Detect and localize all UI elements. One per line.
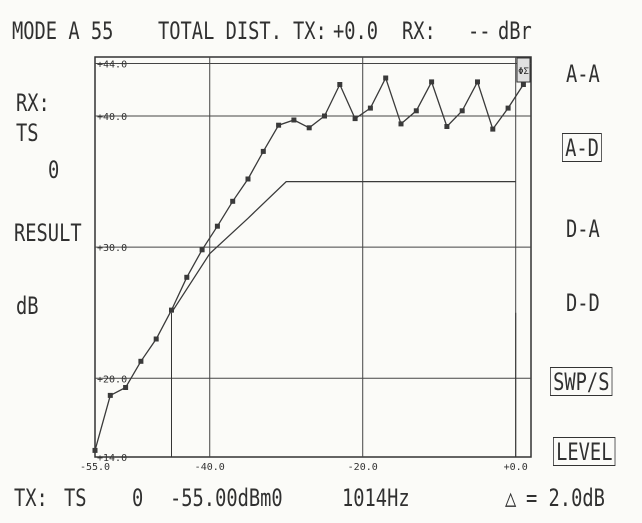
footer-tx-label: TX: [14,484,48,512]
left-rx-label: RX: [16,89,50,117]
vertical-markers [170,312,517,457]
series-measured-line [94,76,524,451]
data-point [123,385,129,390]
data-point [337,82,343,87]
plot-frame [94,56,532,458]
menu-item-d-a[interactable]: D-A [566,215,600,243]
data-point [520,82,526,87]
x-tick-label: -20.0 [348,462,378,473]
data-point [475,79,480,85]
y-tick-label: +14.0 [97,453,127,464]
footer-ts-value: 0 [132,484,144,512]
data-point [306,125,312,131]
footer-delta-value: = 2.0dB [526,484,605,512]
chart-badge: ΦΣ [516,57,531,83]
chart-badge-text: ΦΣ [518,67,529,77]
tx-value: +0.0 [333,17,379,45]
delta-icon: △ [505,484,517,512]
data-point [276,122,282,128]
x-tick-label: -40.0 [195,462,225,473]
unit-label: dBr [498,17,532,45]
menu-item-sweep[interactable]: SWP/S [550,367,613,396]
left-ts-label: TS [16,119,39,147]
result-unit: dB [16,292,39,320]
data-point [153,336,159,342]
measurement-label: TOTAL DIST. [158,17,282,45]
data-point [92,447,98,453]
data-point [260,148,266,154]
data-point [169,307,174,313]
menu-item-a-d[interactable]: A-D [562,133,603,162]
data-point [245,176,251,182]
data-point [291,117,297,123]
data-point [367,105,373,111]
series-layer [92,75,526,453]
series-limit-line [170,180,516,314]
menu-item-d-d[interactable]: D-D [566,289,600,317]
menu-item-level[interactable]: LEVEL [553,437,616,466]
data-point [505,105,511,111]
left-ts-value: 0 [48,156,60,184]
data-point [184,274,190,280]
data-point [138,358,144,364]
data-point [444,124,450,129]
footer-level: -55.00dBm0 [170,484,283,512]
y-tick-label: +20.0 [97,374,127,385]
rx-label: RX: [402,17,436,45]
data-point [413,108,419,114]
data-point [230,198,236,204]
x-tick-label: +0.0 [504,462,528,473]
data-point [214,223,220,229]
data-point [398,121,404,127]
tick-labels: +44.0 +40.0 +30.0 +20.0 +14.0-55.0 -40.0 -20.0… [80,60,528,473]
result-label: RESULT [14,219,82,247]
data-point [199,247,205,253]
data-point [429,79,435,85]
footer-ts-label: TS [64,484,87,512]
footer-frequency: 1014Hz [342,484,410,512]
data-point [107,392,113,398]
mode-label: MODE A 55 [12,17,114,45]
y-tick-label: +40.0 [97,112,127,123]
data-point [383,75,389,81]
tx-label: TX: [293,17,327,45]
data-point [490,126,496,132]
data-point [322,113,327,119]
data-point [459,108,465,114]
y-tick-label: +44.0 [97,60,127,71]
rx-value: -- [468,17,491,45]
y-tick-label: +30.0 [97,243,127,254]
x-tick-label: -55.0 [80,462,110,473]
menu-item-a-a[interactable]: A-A [566,60,600,88]
data-point [352,116,358,122]
grid [95,57,531,457]
